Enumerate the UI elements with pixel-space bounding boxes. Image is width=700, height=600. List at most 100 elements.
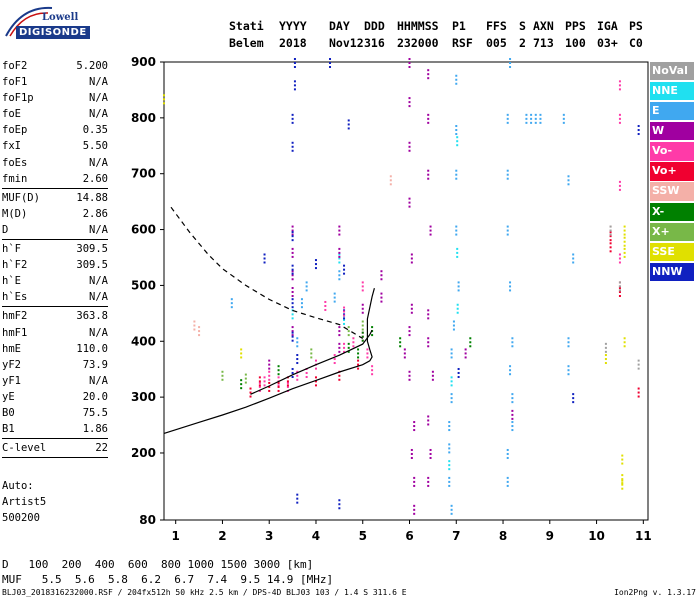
echo-mark-vo bbox=[268, 370, 271, 373]
echo-mark-x bbox=[399, 337, 402, 340]
echo-mark-vo bbox=[296, 378, 299, 381]
echo-mark-e bbox=[506, 225, 509, 228]
echo-mark-e bbox=[506, 480, 509, 483]
echo-mark-e bbox=[455, 229, 458, 232]
param-value: 75.5 bbox=[82, 406, 108, 419]
echo-mark-e bbox=[506, 448, 509, 451]
echo-mark-e bbox=[506, 484, 509, 487]
echo-mark-vo bbox=[263, 384, 266, 387]
header-value-7: 2 bbox=[519, 36, 526, 50]
footer-file-info: BLJ03_2018316232000.RSF / 204fx512h 50 k… bbox=[2, 588, 407, 597]
header-label-5: P1 bbox=[452, 19, 466, 33]
param-label: D bbox=[2, 223, 9, 236]
param-label: h`E bbox=[2, 275, 21, 288]
echo-mark-noval bbox=[609, 229, 612, 232]
echo-mark-sse bbox=[604, 362, 607, 365]
echo-mark-nne bbox=[456, 251, 459, 254]
echo-mark-ssw bbox=[193, 320, 196, 323]
legend-item-vo: Vo- bbox=[650, 142, 694, 161]
param-row: hmE 110.0 bbox=[2, 341, 108, 357]
echo-mark-e bbox=[450, 397, 453, 400]
echo-mark-nnw bbox=[263, 253, 266, 256]
echo-mark-e bbox=[457, 281, 460, 284]
param-row: foEp 0.35 bbox=[2, 122, 108, 138]
param-row: foE N/A bbox=[2, 106, 108, 122]
header-label-3: DDD bbox=[364, 19, 385, 33]
echo-mark-x bbox=[399, 345, 402, 348]
echo-mark-vo bbox=[258, 380, 261, 383]
echo-mark-nne bbox=[343, 322, 346, 325]
echo-mark-e bbox=[534, 121, 537, 124]
echo-mark-w bbox=[268, 363, 271, 366]
echo-mark-w bbox=[427, 117, 430, 120]
echo-mark-w bbox=[427, 423, 430, 426]
logo-arc bbox=[5, 6, 53, 37]
param-label: hmF2 bbox=[2, 310, 28, 323]
echo-mark-sse bbox=[621, 479, 624, 482]
param-value: 20.0 bbox=[82, 390, 108, 403]
echo-mark-w bbox=[427, 415, 430, 418]
param-label: foF1p bbox=[2, 92, 34, 105]
echo-mark-nnw bbox=[329, 66, 332, 68]
echo-mark-vo bbox=[361, 281, 364, 284]
echo-mark-noval bbox=[637, 359, 640, 362]
echo-mark-x bbox=[240, 383, 243, 386]
echo-mark-x bbox=[277, 373, 280, 376]
echo-mark-sse bbox=[604, 354, 607, 357]
echo-mark-x bbox=[361, 328, 364, 331]
echo-mark-w bbox=[338, 330, 341, 333]
echo-mark-e bbox=[450, 508, 453, 511]
echo-mark-w bbox=[291, 251, 294, 254]
echo-mark-x bbox=[469, 337, 472, 340]
echo-mark-nnw bbox=[343, 272, 346, 275]
echo-mark-vo bbox=[618, 113, 621, 116]
param-value: 5.200 bbox=[76, 60, 108, 72]
echo-mark-nnw bbox=[291, 239, 294, 242]
echo-mark-w bbox=[410, 452, 413, 455]
legend-item-nne: NNE bbox=[650, 82, 694, 101]
echo-mark-ssw bbox=[198, 330, 201, 333]
y-tick-label: 700 bbox=[131, 167, 156, 181]
param-row: MUF(D) 14.88 bbox=[2, 190, 108, 206]
lowell-digisonde-logo: Lowell DIGISONDE bbox=[2, 2, 90, 44]
echo-mark-w bbox=[361, 303, 364, 306]
echo-mark-vo bbox=[296, 374, 299, 377]
echo-mark-w bbox=[291, 233, 294, 236]
echo-mark-e bbox=[506, 229, 509, 232]
echo-mark-e bbox=[452, 328, 455, 331]
echo-mark-vo bbox=[338, 378, 341, 381]
echo-mark-w bbox=[427, 113, 430, 116]
echo-mark-vo bbox=[314, 359, 317, 362]
param-separator bbox=[2, 306, 108, 308]
param-value: N/A bbox=[89, 275, 108, 288]
echo-mark-sse bbox=[623, 345, 626, 348]
legend-item-nnw: NNW bbox=[650, 262, 694, 281]
echo-mark-vo bbox=[618, 84, 621, 87]
echo-mark-e bbox=[450, 393, 453, 396]
echo-mark-e bbox=[509, 285, 512, 288]
echo-mark-nnw bbox=[291, 264, 294, 267]
header-value-6: 005 bbox=[486, 36, 507, 50]
param-row: foEs N/A bbox=[2, 155, 108, 171]
echo-mark-w bbox=[429, 229, 432, 232]
echo-mark-vo bbox=[277, 385, 280, 388]
echo-mark-sse bbox=[621, 483, 624, 486]
echo-mark-nne bbox=[456, 247, 459, 250]
echo-mark-e bbox=[452, 320, 455, 323]
header-value-2: Nov12 bbox=[329, 36, 364, 50]
echo-mark-nnw bbox=[296, 354, 299, 357]
y-tick-label: 600 bbox=[131, 223, 156, 237]
echo-mark-x bbox=[240, 387, 243, 390]
muf-row-label: MUF bbox=[2, 573, 22, 586]
echo-mark-e bbox=[506, 233, 509, 236]
param-value: N/A bbox=[89, 76, 108, 89]
echo-mark-w bbox=[408, 334, 411, 337]
echo-mark-nne bbox=[456, 255, 459, 258]
param-row: h`F 309.5 bbox=[2, 241, 108, 257]
echo-mark-e bbox=[506, 476, 509, 479]
echo-mark-w bbox=[429, 448, 432, 451]
echo-mark-w bbox=[380, 270, 383, 273]
echo-mark-vo bbox=[333, 362, 336, 365]
echo-mark-nnw bbox=[293, 84, 296, 87]
param-value: 110.0 bbox=[76, 342, 108, 355]
